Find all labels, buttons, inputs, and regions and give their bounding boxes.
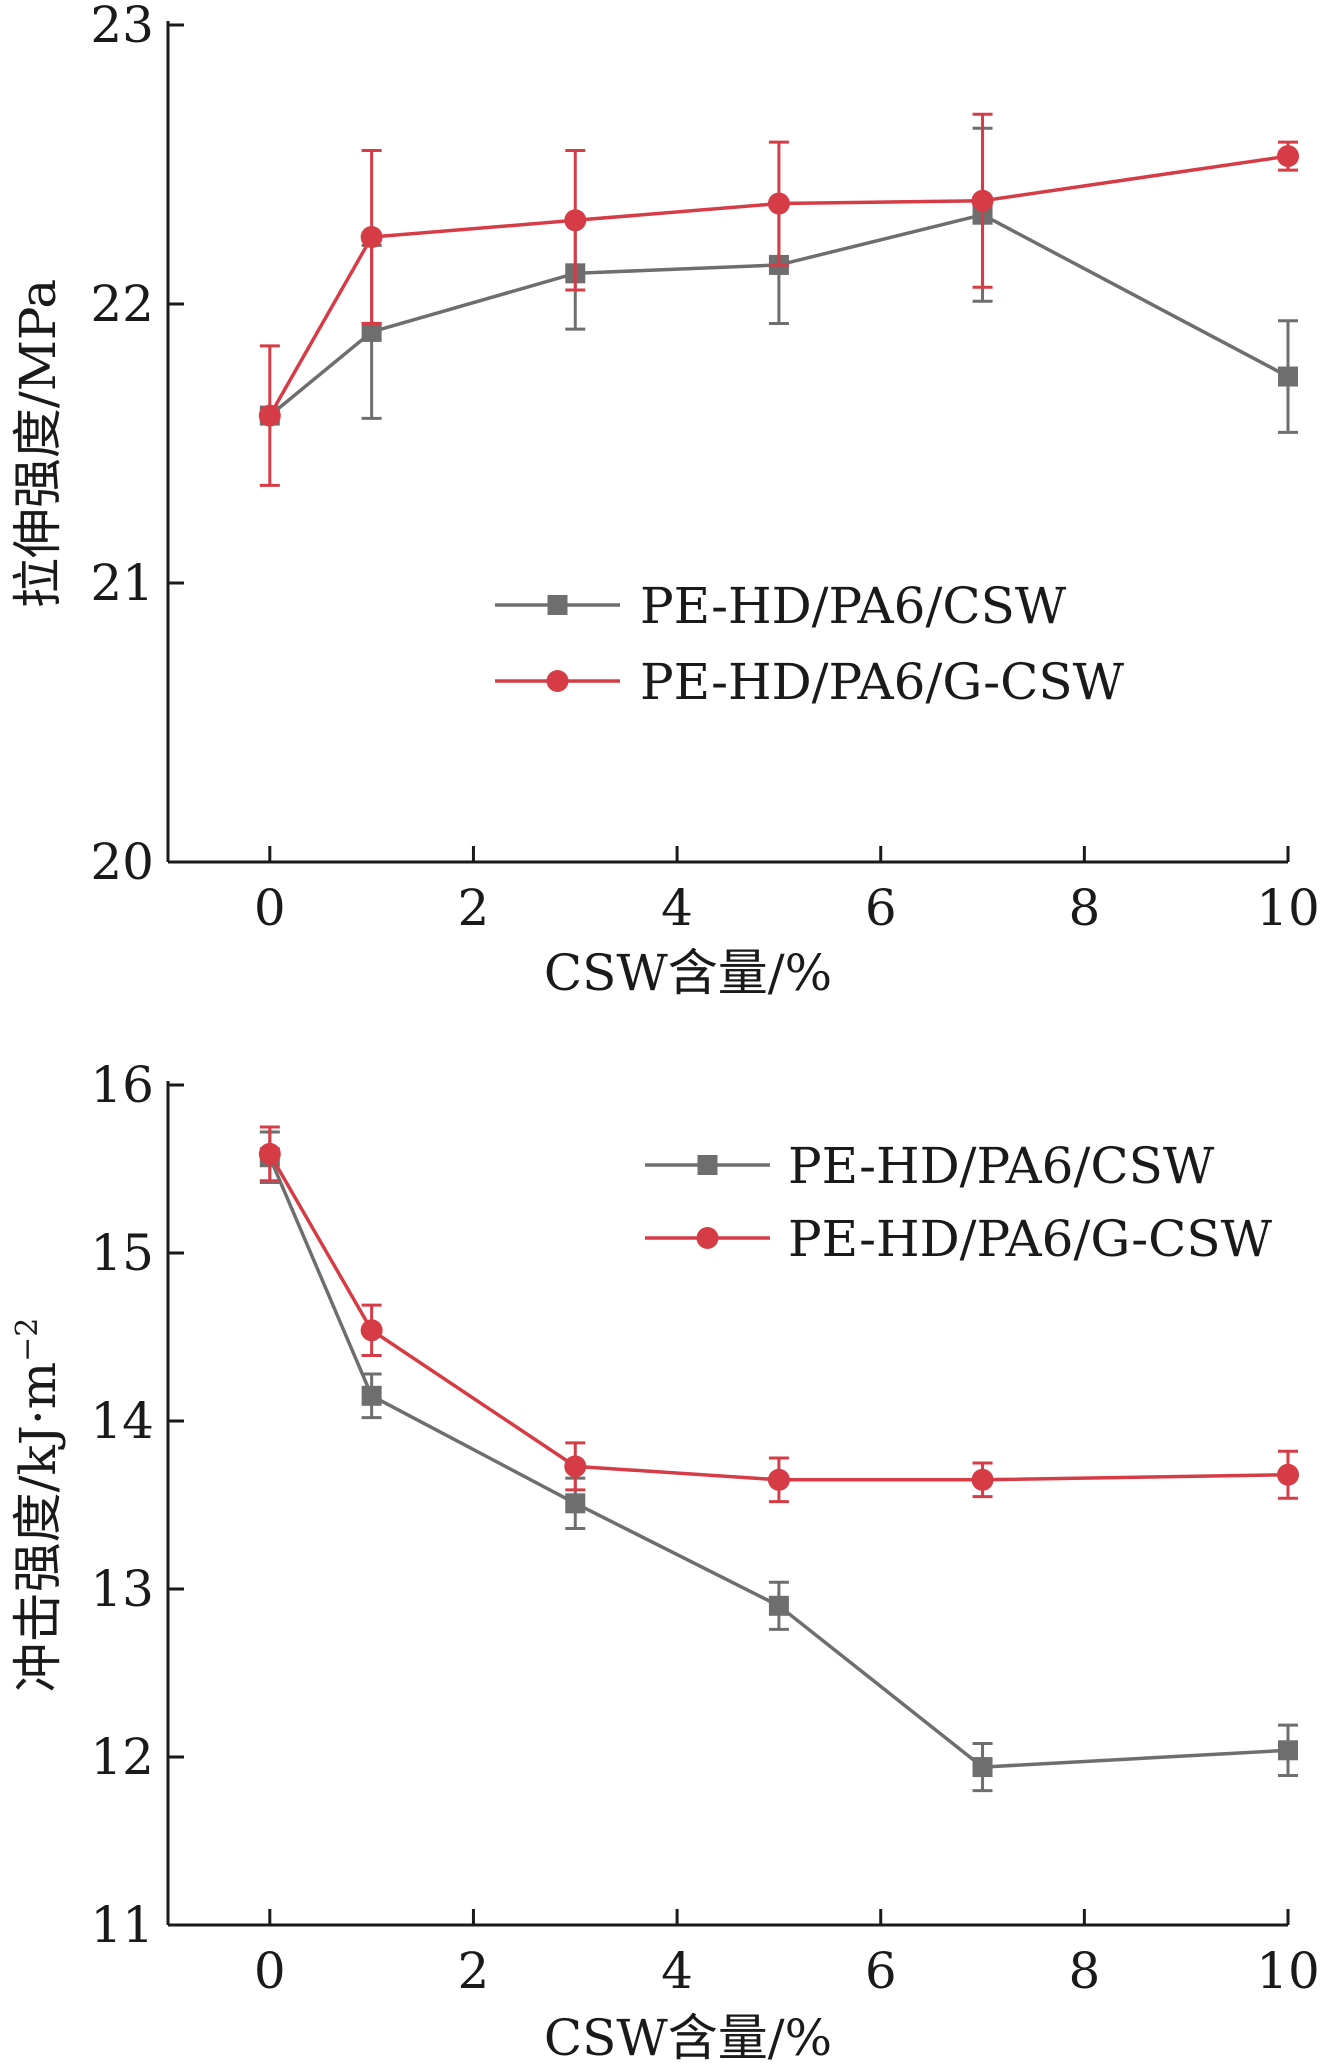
x-axis-title: CSW含量/% <box>544 944 832 1002</box>
series-line <box>268 1156 1289 1769</box>
y-axis-title-superscript: −2 <box>10 1318 45 1362</box>
y-tick-label: 11 <box>90 1896 154 1954</box>
y-tick-label: 21 <box>90 554 154 612</box>
series-line <box>268 212 1289 417</box>
y-tick-label: 12 <box>90 1728 154 1786</box>
data-point-square <box>768 1595 789 1616</box>
data-point-circle <box>1277 1463 1299 1486</box>
series-line <box>268 154 1289 417</box>
x-tick-label: 4 <box>661 1942 693 2000</box>
legend-entry: PE-HD/PA6/CSW <box>645 1137 1215 1195</box>
y-axis-title: 拉伸强度/MPa <box>9 279 67 608</box>
data-point-circle <box>258 404 281 427</box>
data-point-circle <box>767 1468 790 1491</box>
x-tick-label: 10 <box>1256 1942 1320 2000</box>
data-point-square <box>1278 366 1298 387</box>
data-point-circle <box>564 1455 587 1478</box>
legend-entry: PE-HD/PA6/G-CSW <box>495 653 1125 711</box>
x-axis-title: CSW含量/% <box>544 2009 832 2065</box>
legend-marker-square <box>697 1155 718 1175</box>
legend-label: PE-HD/PA6/G-CSW <box>788 1210 1273 1268</box>
x-tick-label: 10 <box>1256 879 1320 937</box>
y-tick-label: 14 <box>90 1392 154 1450</box>
tensile-strength-chart: 0 2 4 6 8 10 20 21 22 23 CSW含量/% 拉伸强度/MPa PE-HD/PA6/… <box>9 0 1320 1002</box>
legend-marker-circle <box>546 670 569 692</box>
x-tick-label: 4 <box>661 879 693 937</box>
data-point-square <box>972 1757 993 1778</box>
x-tick-label: 0 <box>254 879 286 937</box>
y-tick-label: 20 <box>90 833 154 891</box>
data-point-circle <box>360 1319 383 1342</box>
legend-entry: PE-HD/PA6/G-CSW <box>645 1210 1273 1268</box>
x-tick-label: 6 <box>865 879 897 937</box>
data-point-circle <box>360 226 383 249</box>
y-tick-label: 22 <box>90 275 154 333</box>
x-tick-label: 8 <box>1068 879 1100 937</box>
data-point-circle <box>1277 145 1299 168</box>
y-tick-label: 16 <box>90 1056 154 1114</box>
x-tick-label: 2 <box>458 1942 490 2000</box>
data-point-circle <box>564 209 587 232</box>
legend-label: PE-HD/PA6/CSW <box>640 577 1067 635</box>
series-g-csw <box>258 1125 1299 1504</box>
legend-marker-square <box>547 595 568 615</box>
impact-strength-chart: 0 2 4 6 8 10 11 12 13 14 15 16 CSW含量/% 冲击强度/kJ·m−2 PE-… <box>9 1056 1320 2065</box>
legend-label: PE-HD/PA6/G-CSW <box>640 653 1125 711</box>
data-point-circle <box>767 192 790 215</box>
legend-entry: PE-HD/PA6/CSW <box>495 577 1067 635</box>
x-tick-label: 2 <box>458 879 490 937</box>
legend-label: PE-HD/PA6/CSW <box>788 1137 1215 1195</box>
x-tick-label: 0 <box>254 1942 286 2000</box>
data-point-square <box>361 321 382 342</box>
y-tick-label: 13 <box>90 1560 154 1618</box>
data-point-square <box>565 1493 586 1514</box>
data-point-square <box>1278 1740 1298 1761</box>
y-tick-label: 15 <box>90 1224 154 1282</box>
series-line <box>268 1153 1289 1482</box>
y-axis-title: 冲击强度/kJ·m−2 <box>9 1318 67 1693</box>
x-tick-label: 8 <box>1068 1942 1100 2000</box>
y-tick-label: 23 <box>90 0 154 54</box>
data-point-circle <box>971 1468 994 1491</box>
data-point-circle <box>971 189 994 212</box>
data-point-circle <box>258 1142 281 1165</box>
y-axis-title-text: 冲击强度/kJ·m <box>9 1362 67 1693</box>
x-tick-label: 6 <box>865 1942 897 2000</box>
legend-marker-circle <box>696 1227 719 1249</box>
data-point-square <box>361 1385 382 1406</box>
series-g-csw <box>258 112 1299 487</box>
y-axis-title-text: 拉伸强度/MPa <box>9 279 67 608</box>
